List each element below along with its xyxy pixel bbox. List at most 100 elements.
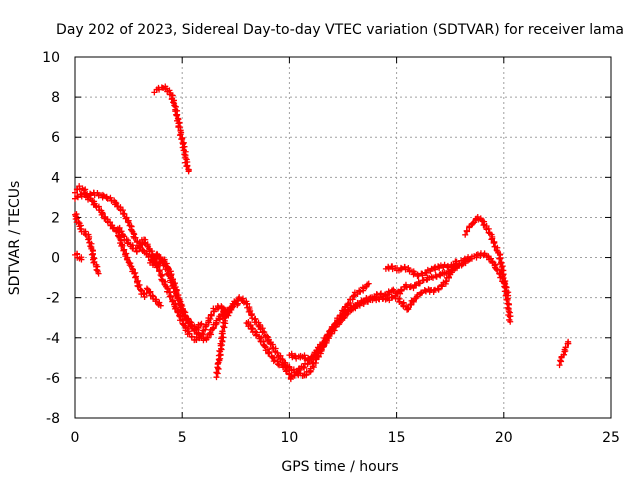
x-tick-label: 25 (602, 430, 620, 446)
data-point (146, 289, 153, 296)
data-point (430, 274, 437, 281)
data-point (123, 255, 130, 262)
y-tick-label: 2 (51, 210, 60, 226)
x-tick-label: 20 (495, 430, 513, 446)
data-point (350, 293, 357, 300)
data-point (507, 313, 514, 320)
series-pass-13 (556, 338, 572, 369)
data-point (398, 287, 405, 294)
data-point (219, 328, 226, 335)
data-point (219, 338, 226, 345)
chart-title: Day 202 of 2023, Sidereal Day-to-day VTE… (56, 22, 624, 38)
y-tick-label: 10 (42, 50, 60, 66)
data-point (224, 306, 231, 313)
data-point (423, 270, 430, 277)
data-point (157, 302, 164, 309)
data-point (365, 280, 372, 287)
data-point (453, 258, 460, 265)
data-point (165, 264, 172, 271)
data-point (181, 151, 188, 158)
data-point (500, 279, 507, 286)
data-point (418, 289, 425, 296)
data-point (184, 163, 191, 170)
data-point (282, 368, 289, 375)
data-point (413, 294, 420, 301)
y-tick-label: -8 (46, 411, 60, 427)
series-pass-11 (382, 258, 460, 280)
series-pass-12 (462, 213, 514, 325)
data-point (261, 343, 268, 350)
y-tick-label: -2 (46, 291, 60, 307)
data-point (556, 362, 563, 369)
y-tick-label: -4 (46, 331, 60, 347)
plot-frame (74, 56, 612, 419)
data-point (265, 350, 272, 357)
data-point (507, 318, 514, 325)
data-point (72, 189, 78, 196)
data-point (75, 219, 82, 226)
data-point (503, 296, 510, 303)
data-point (444, 262, 451, 269)
data-point (279, 356, 286, 363)
data-point (174, 294, 181, 301)
data-point (99, 210, 106, 217)
data-point (169, 298, 176, 305)
data-point (95, 270, 102, 277)
data-point (169, 277, 176, 284)
data-point (173, 111, 180, 118)
data-point (466, 256, 473, 263)
grid-lines (75, 57, 611, 418)
series-pass-8 (213, 306, 231, 381)
data-point (330, 323, 337, 330)
series-pass-1 (72, 250, 85, 263)
data-point (119, 232, 126, 239)
series-pass-7 (151, 83, 192, 175)
series-pass-6 (147, 256, 205, 334)
data-point (132, 274, 139, 281)
data-point (313, 351, 320, 358)
data-point (104, 195, 111, 202)
data-point (74, 194, 81, 201)
data-point (91, 258, 98, 265)
data-point (78, 256, 85, 263)
data-point (562, 344, 569, 351)
data-point (247, 307, 254, 314)
data-point (266, 349, 273, 356)
data-point (497, 255, 504, 262)
data-point (213, 369, 220, 376)
data-point (261, 329, 268, 336)
data-point (197, 321, 204, 328)
x-tick-label: 5 (178, 430, 187, 446)
data-point (143, 285, 150, 292)
data-point (492, 265, 499, 272)
data-point (120, 247, 127, 254)
data-point (411, 270, 418, 277)
data-point (180, 312, 187, 319)
data-point (416, 280, 423, 287)
axes (74, 56, 612, 419)
data-point (121, 210, 128, 217)
data-point (136, 243, 143, 250)
data-point (178, 136, 185, 143)
y-tick-label: -6 (46, 371, 60, 387)
data-point (98, 211, 105, 218)
data-point (407, 284, 414, 291)
y-tick-label: 0 (51, 251, 60, 267)
x-axis-label: GPS time / hours (281, 459, 398, 475)
data-point (306, 357, 313, 364)
data-point (198, 320, 205, 327)
data-point (407, 301, 414, 308)
data-marks (72, 83, 572, 383)
data-point (410, 298, 417, 305)
data-point (446, 269, 453, 276)
data-point (305, 356, 312, 363)
data-point (435, 285, 442, 292)
x-tick-label: 0 (71, 430, 80, 446)
data-point (124, 218, 131, 225)
x-tick-label: 10 (280, 430, 298, 446)
data-point (463, 227, 470, 234)
data-point (128, 227, 135, 234)
data-point (170, 99, 177, 106)
data-point (143, 250, 150, 257)
